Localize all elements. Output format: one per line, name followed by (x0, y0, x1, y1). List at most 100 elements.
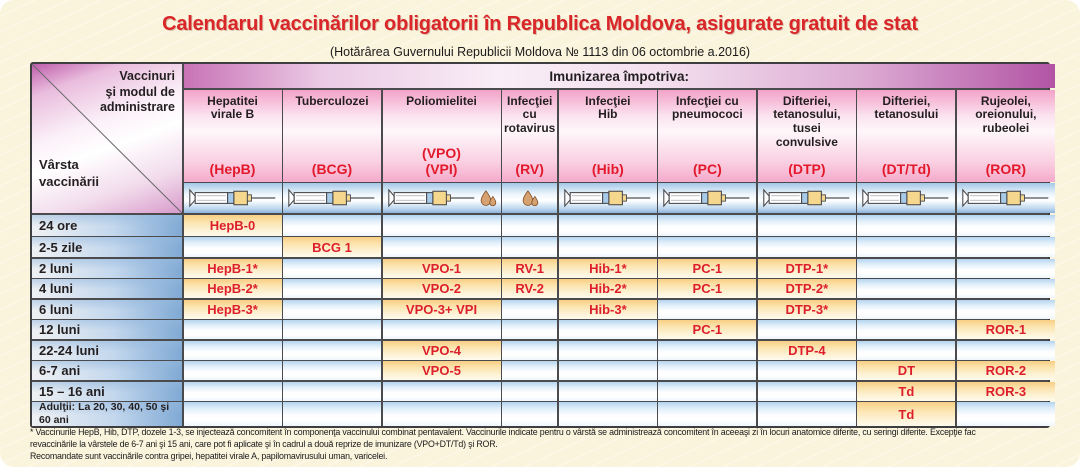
column-code: (HepB) (209, 160, 256, 178)
vaccine-cell-value: VPO-2 (421, 281, 461, 296)
vaccine-cell-value: DTP-4 (788, 342, 826, 358)
column-code: (ROR) (985, 160, 1027, 178)
column-code: (Hib) (592, 161, 624, 178)
vaccine-cell (857, 340, 956, 360)
vaccine-cell: PC-1 (658, 279, 757, 298)
footnote: * Vaccinurile HepB, Hib, DTP, dozele 1-3… (30, 427, 1033, 463)
vaccine-cell: Td (857, 381, 956, 401)
vaccine-cell (502, 237, 558, 257)
vaccine-cell (658, 214, 757, 236)
column-code-line: (DT/Td) (881, 160, 931, 177)
page-title: Calendarul vaccinărilor obligatorii în R… (162, 13, 918, 35)
footnote-line-3: Recomandate sunt vaccinările contra grip… (30, 450, 388, 461)
column-header-hepb: Hepatitei virale B (HepB) (183, 89, 282, 182)
vaccine-cell-value: VPO-3+ VPI (405, 301, 478, 317)
vaccine-cell-value: Hib-1* (589, 260, 627, 276)
vaccine-cell: DT (857, 361, 956, 380)
vaccine-cell-value: HepB-2* (207, 281, 258, 296)
column-code-line: (RV) (515, 160, 544, 177)
column-name: Infecţiei cu rotavirus (504, 93, 556, 136)
administration-icons-rv (502, 183, 558, 213)
vaccine-cell: PC-1 (658, 320, 757, 339)
age-row-label: Adulţii: La 20, 30, 40, 50 şi 60 ani (32, 401, 182, 426)
column-name: Infecţiei Hib (585, 93, 631, 122)
table-corner-cell: Vaccinuri şi modul de administrare Vârst… (32, 64, 182, 213)
vaccine-cell (502, 381, 558, 401)
vaccine-cell: PC-1 (658, 258, 757, 278)
vaccine-cell: RV-2 (502, 279, 558, 298)
vaccine-cell: VPO-1 (382, 258, 501, 278)
syringe-icon (962, 188, 1049, 208)
vaccine-cell-value: RV-2 (515, 281, 545, 296)
vaccine-cell-value: Td (898, 383, 915, 399)
vaccine-cell: HepB-1* (183, 258, 282, 278)
column-code-line: (DTP) (788, 160, 826, 177)
column-header-ror: Rujeolei, oreionului, rubeolei (ROR) (956, 89, 1055, 182)
administration-icons-dtp (757, 183, 856, 213)
vaccine-cell (658, 381, 757, 401)
vaccine-cell (956, 402, 1055, 426)
age-row-label: 6-7 ani (32, 361, 182, 380)
corner-label-age: Vârsta vaccinării (39, 157, 99, 190)
vaccine-cell (283, 214, 381, 236)
vaccine-cell (283, 381, 381, 401)
vaccine-cell-value: HepB-0 (209, 217, 256, 233)
vaccine-cell-value: DTP-3* (785, 301, 829, 317)
vaccine-cell (183, 237, 282, 257)
vaccine-cell-value: DTP-2* (785, 281, 829, 296)
vaccine-cell (956, 258, 1055, 278)
age-row-label: 12 luni (32, 320, 182, 339)
column-code: (PC) (693, 161, 722, 178)
vaccine-cell (283, 361, 381, 380)
page-subtitle: (Hotărârea Guvernului Republicii Moldova… (329, 45, 751, 59)
vaccine-cell (382, 402, 501, 426)
vaccine-cell (658, 237, 757, 257)
vaccine-cell (502, 340, 558, 360)
age-row-label: 6 luni (32, 299, 182, 319)
diagonal-divider-line (32, 64, 182, 213)
vaccine-cell: RV-1 (502, 258, 558, 278)
column-name: Hepatitei virale B (207, 93, 258, 122)
vaccine-cell (502, 299, 558, 319)
syringe-icon (564, 188, 651, 208)
column-header-pc: Infecţiei cu pneumococi (PC) (658, 89, 757, 182)
vaccine-cell (956, 214, 1055, 236)
column-code-line: (HepB) (209, 160, 256, 177)
vaccine-cell-value: ROR-1 (985, 322, 1027, 337)
vaccine-cell-value: Hib-3* (589, 301, 627, 317)
column-code-line: (ROR) (985, 160, 1027, 177)
syringe-icon (387, 188, 474, 208)
vaccine-cell (857, 237, 956, 257)
vaccine-cell-value: RV-1 (515, 260, 545, 276)
vaccine-cell: Hib-1* (558, 258, 657, 278)
administration-icons-pc (658, 183, 757, 213)
column-name: Poliomielitei (406, 93, 477, 108)
vaccine-cell (956, 340, 1055, 360)
drops-icon (522, 189, 538, 206)
vaccine-cell (757, 361, 856, 380)
vaccine-cell-value: HepB-3* (207, 301, 258, 317)
vaccine-cell (558, 320, 657, 339)
column-name: Infecţiei cu pneumococi (672, 93, 743, 122)
vaccine-cell: ROR-3 (956, 381, 1055, 401)
vaccine-cell-value: PC-1 (692, 281, 723, 296)
vaccine-cell-value: BCG 1 (312, 239, 352, 255)
vaccine-cell (183, 361, 282, 380)
vaccine-cell-value: DT (897, 363, 916, 378)
vaccine-cell-value: PC-1 (692, 260, 723, 276)
administration-icons-hepb (183, 183, 282, 213)
vaccine-cell (558, 237, 657, 257)
column-name: Rujeolei, oreionului, rubeolei (975, 93, 1037, 136)
vaccine-cell: HepB-2* (183, 279, 282, 298)
column-name: Difteriei, tetanosului (874, 93, 939, 122)
age-row-label: 2-5 zile (32, 237, 182, 257)
vaccine-cell-value: VPO-1 (421, 260, 461, 276)
vaccine-cell (502, 361, 558, 380)
column-name: Difteriei, tetanosului, tusei convulsive (773, 93, 841, 149)
vaccine-cell-value: ROR-2 (985, 363, 1027, 378)
vaccine-cell (757, 320, 856, 339)
vaccine-cell: DTP-1* (757, 258, 856, 278)
vaccine-cell (382, 320, 501, 339)
vaccine-cell (857, 320, 956, 339)
vaccine-cell (283, 258, 381, 278)
